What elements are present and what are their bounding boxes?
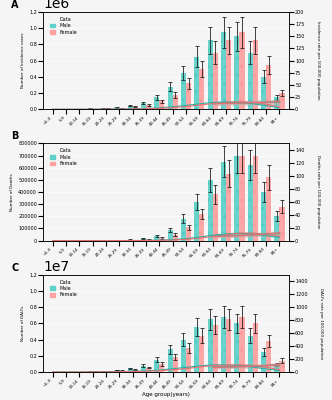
- Bar: [200, 69, 205, 109]
- Bar: [248, 336, 253, 372]
- Bar: [234, 156, 239, 241]
- Bar: [154, 360, 159, 372]
- Bar: [141, 238, 146, 241]
- Bar: [239, 317, 244, 372]
- Bar: [181, 219, 186, 241]
- Bar: [275, 97, 280, 109]
- Bar: [208, 180, 213, 241]
- Bar: [280, 361, 285, 372]
- Bar: [132, 107, 138, 109]
- Bar: [194, 202, 200, 241]
- Y-axis label: Number of DALYs: Number of DALYs: [21, 306, 25, 341]
- Bar: [200, 214, 205, 241]
- Bar: [181, 340, 186, 372]
- Text: A: A: [11, 0, 19, 10]
- Bar: [154, 236, 159, 241]
- Bar: [159, 364, 164, 372]
- Bar: [146, 239, 151, 241]
- Bar: [186, 227, 191, 241]
- Bar: [127, 368, 132, 372]
- Bar: [186, 348, 191, 372]
- Bar: [88, 371, 93, 372]
- Bar: [194, 56, 200, 109]
- Bar: [261, 352, 266, 372]
- Y-axis label: DALYs rate per 100,000 population: DALYs rate per 100,000 population: [319, 288, 323, 359]
- Bar: [226, 319, 231, 372]
- Bar: [280, 93, 285, 109]
- Bar: [114, 240, 119, 241]
- Bar: [221, 32, 226, 109]
- Text: B: B: [11, 132, 19, 142]
- Bar: [119, 370, 124, 372]
- Bar: [119, 108, 124, 109]
- Bar: [275, 365, 280, 372]
- Bar: [132, 370, 138, 372]
- Bar: [119, 240, 124, 241]
- Bar: [173, 95, 178, 109]
- Bar: [226, 40, 231, 109]
- Bar: [239, 32, 244, 109]
- Bar: [213, 325, 218, 372]
- Bar: [114, 370, 119, 372]
- Bar: [127, 240, 132, 241]
- Bar: [253, 156, 258, 241]
- Bar: [253, 323, 258, 372]
- Text: C: C: [11, 263, 19, 273]
- Legend: Data, Male, Female: Data, Male, Female: [48, 278, 78, 299]
- Legend: Data, Male, Female: Data, Male, Female: [48, 147, 78, 168]
- Bar: [200, 336, 205, 372]
- Bar: [266, 178, 271, 241]
- Y-axis label: Incidence rate per 100,000 population: Incidence rate per 100,000 population: [316, 21, 320, 100]
- Bar: [275, 216, 280, 241]
- Bar: [280, 206, 285, 241]
- X-axis label: Age group(years): Age group(years): [142, 392, 190, 397]
- Bar: [208, 40, 213, 109]
- Bar: [101, 371, 106, 372]
- Bar: [226, 174, 231, 241]
- Bar: [106, 108, 111, 109]
- Bar: [132, 240, 138, 241]
- Bar: [253, 40, 258, 109]
- Bar: [114, 107, 119, 109]
- Bar: [213, 194, 218, 241]
- Bar: [266, 65, 271, 109]
- Bar: [141, 103, 146, 109]
- Bar: [234, 323, 239, 372]
- Bar: [239, 156, 244, 241]
- Bar: [159, 238, 164, 241]
- Bar: [168, 230, 173, 241]
- Bar: [208, 319, 213, 372]
- Bar: [101, 108, 106, 109]
- Legend: Data, Male, Female: Data, Male, Female: [48, 16, 78, 36]
- Bar: [261, 192, 266, 241]
- Bar: [221, 317, 226, 372]
- Bar: [221, 162, 226, 241]
- Bar: [146, 368, 151, 372]
- Y-axis label: Number of Incidence cases: Number of Incidence cases: [21, 33, 25, 88]
- Bar: [181, 73, 186, 109]
- Bar: [106, 371, 111, 372]
- Bar: [173, 356, 178, 372]
- Bar: [127, 106, 132, 109]
- Bar: [168, 86, 173, 109]
- Bar: [154, 97, 159, 109]
- Bar: [234, 36, 239, 109]
- Bar: [146, 105, 151, 109]
- Bar: [248, 165, 253, 241]
- Bar: [159, 101, 164, 109]
- Y-axis label: Number of Deaths: Number of Deaths: [10, 173, 14, 211]
- Bar: [173, 234, 178, 241]
- Y-axis label: Deaths rate per 100,000 population: Deaths rate per 100,000 population: [316, 155, 320, 229]
- Bar: [186, 83, 191, 109]
- Bar: [213, 52, 218, 109]
- Bar: [248, 52, 253, 109]
- Bar: [141, 366, 146, 372]
- Bar: [266, 341, 271, 372]
- Bar: [261, 77, 266, 109]
- Bar: [168, 349, 173, 372]
- Bar: [194, 328, 200, 372]
